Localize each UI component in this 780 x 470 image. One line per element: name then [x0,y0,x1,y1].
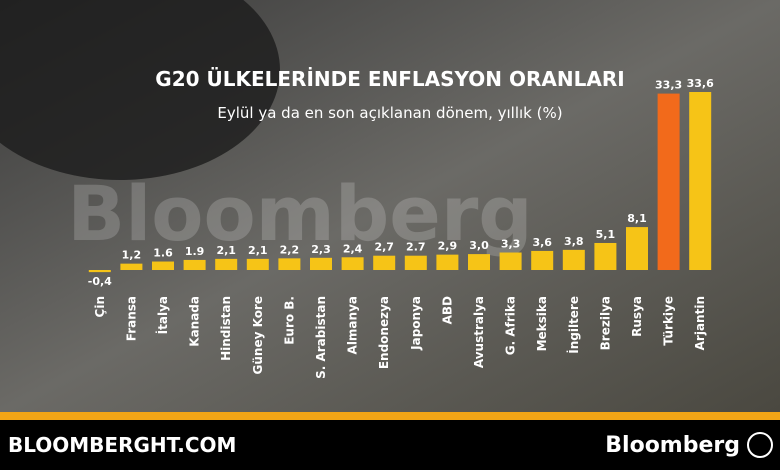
bar [404,255,427,270]
value-label: 1,2 [122,249,142,262]
bar [183,259,206,270]
value-label: 2,4 [343,242,363,255]
value-label: 2,3 [311,243,331,256]
bar [531,250,554,270]
x-tick-label: Euro B. [282,296,296,345]
value-label: 8,1 [627,212,647,225]
value-label: 3,0 [469,239,489,252]
value-label: 3,3 [501,238,521,251]
bar [215,258,238,270]
x-tick-label: Güney Kore [251,296,265,374]
bar [594,242,617,270]
x-tick-label: Rusya [630,296,644,337]
bar [152,261,174,270]
x-tick-label: Hindistan [219,296,233,361]
footer-logo [747,432,773,458]
x-tick-label: Avustralya [472,296,486,368]
value-label: 1.6 [153,247,173,260]
footer-band [0,420,780,470]
bar [499,252,522,270]
value-label: 2,1 [248,244,268,257]
footer-stripe [0,412,780,420]
bar [246,258,269,270]
x-tick-label: Arjantin [693,296,707,350]
watermark: Bloomberg [67,169,532,258]
x-tick-label: İtalya [155,296,170,334]
footer-site: BLOOMBERGHT.COM [8,433,236,457]
bar [341,257,364,270]
x-tick-label: Fransa [124,296,138,341]
value-label: 2,9 [438,240,458,253]
value-label: 33,6 [687,77,714,90]
x-tick-label: Kanada [188,296,202,347]
bar [657,93,680,270]
bar [562,249,585,270]
value-label: 2.7 [406,241,426,254]
bar [373,255,396,270]
bar [120,263,143,270]
x-tick-label: Meksika [535,296,549,351]
value-label: 2,1 [216,244,236,257]
x-tick-label: S. Arabistan [314,296,328,379]
x-tick-label: ABD [440,296,454,324]
value-label: 3,6 [532,236,552,249]
bar [436,254,459,270]
x-tick-label: G. Afrika [504,296,518,355]
photo-shape [0,0,280,180]
value-label: 1.9 [185,245,205,258]
value-label: 3,8 [564,235,584,248]
bar [310,257,332,270]
footer-brand: Bloomberg [605,433,740,458]
x-tick-label: Brezilya [598,296,612,350]
chart-subtitle: Eylül ya da en son açıklanan dönem, yıll… [217,104,562,122]
x-tick-label: Endonezya [377,296,391,369]
bar [689,92,712,270]
chart-title: G20 ÜLKELERİNDE ENFLASYON ORANLARI [155,67,624,91]
x-tick-label: Türkiye [662,296,676,346]
bar [88,270,111,273]
x-tick-label: Almanya [346,296,360,354]
value-label: 33,3 [655,79,682,92]
bar [468,254,490,270]
bar [626,227,648,270]
value-label: 2,2 [280,243,300,256]
value-label: -0,4 [88,275,112,288]
x-tick-label: Çin [93,296,107,317]
bar [278,258,301,270]
x-tick-label: İngiltere [566,296,581,354]
value-label: 2,7 [374,241,394,254]
x-tick-label: Japonya [409,296,423,351]
value-label: 5,1 [596,228,616,241]
